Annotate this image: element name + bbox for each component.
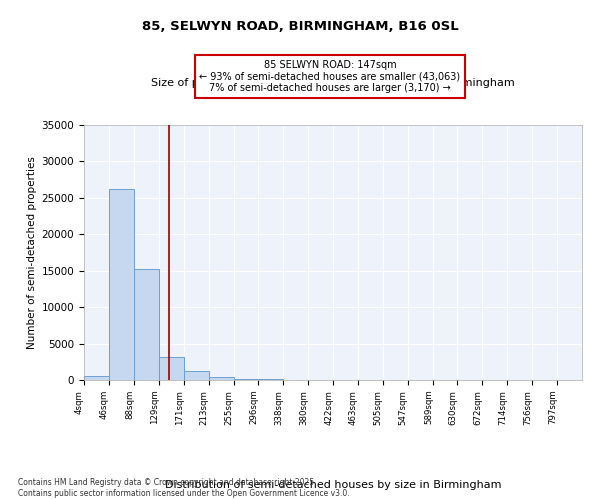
- X-axis label: Distribution of semi-detached houses by size in Birmingham: Distribution of semi-detached houses by …: [165, 480, 501, 490]
- Bar: [134, 270, 158, 380]
- Bar: [109, 189, 134, 380]
- Y-axis label: Number of semi-detached properties: Number of semi-detached properties: [28, 156, 37, 349]
- Bar: [84, 376, 109, 380]
- Title: Size of property relative to semi-detached houses in Birmingham: Size of property relative to semi-detach…: [151, 78, 515, 88]
- Text: Contains HM Land Registry data © Crown copyright and database right 2025.
Contai: Contains HM Land Registry data © Crown c…: [18, 478, 350, 498]
- Text: 85, SELWYN ROAD, BIRMINGHAM, B16 0SL: 85, SELWYN ROAD, BIRMINGHAM, B16 0SL: [142, 20, 458, 33]
- Bar: [184, 372, 209, 380]
- Bar: [158, 356, 184, 380]
- Bar: [209, 378, 233, 380]
- Text: 85 SELWYN ROAD: 147sqm
← 93% of semi-detached houses are smaller (43,063)
7% of : 85 SELWYN ROAD: 147sqm ← 93% of semi-det…: [199, 60, 461, 93]
- Bar: [233, 379, 258, 380]
